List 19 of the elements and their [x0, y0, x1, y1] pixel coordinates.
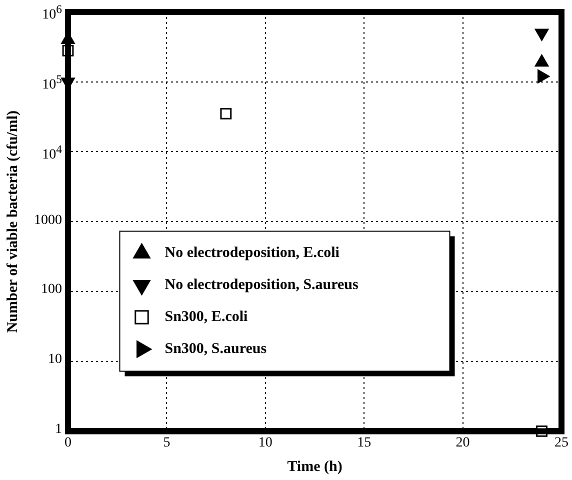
x-tick-label: 20	[456, 435, 470, 450]
x-tick-label: 15	[357, 435, 372, 450]
y-tick-label: 10$^{6}$	[42, 3, 62, 23]
y-tick-label: 100	[41, 282, 62, 300]
y-tick-label: 1	[55, 422, 62, 440]
y-tick-label: 10$^{4}$	[42, 142, 62, 162]
y-tick-label: 10	[48, 352, 62, 370]
y-tick-label: 1000	[34, 212, 62, 230]
legend-label: Sn300, S.aureus	[164, 341, 267, 358]
x-axis-title: Time (h)	[287, 458, 342, 475]
legend-label: Sn300, E.coli	[164, 309, 248, 326]
y-axis-title: Number of viable bacteria (cfu/ml)	[4, 110, 21, 333]
x-tick-label: 0	[64, 435, 72, 450]
x-tick-label: 25	[554, 435, 568, 450]
legend-label: No electrodeposition, S.aureus	[164, 277, 359, 294]
y-tick-label: 10$^{5}$	[42, 72, 62, 93]
legend-label: No electrodeposition, E.coli	[164, 245, 340, 262]
x-tick-label: 5	[163, 435, 170, 450]
x-tick-label: 10	[258, 435, 272, 450]
